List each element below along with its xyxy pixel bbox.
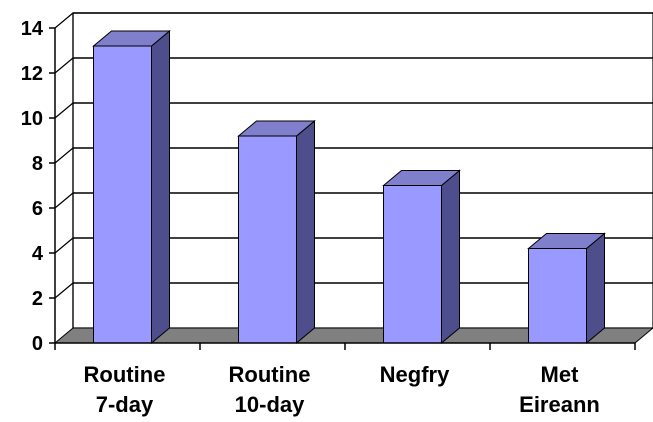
gridline-side: [54, 192, 74, 209]
x-category-label-line: Routine: [84, 362, 166, 387]
bar-side-face: [296, 119, 315, 345]
bar-side-face: [441, 169, 460, 345]
bar-side-face: [151, 29, 170, 345]
x-category-label: Negfry: [380, 362, 450, 387]
chart-bars: [92, 29, 606, 345]
gridline-side: [54, 12, 74, 29]
y-tick-label: 0: [32, 333, 43, 355]
x-category-label-line: Routine: [229, 362, 311, 387]
y-axis-tick-labels: 0 2 4 6 8 10 12 14: [21, 18, 44, 355]
y-tick-label: 2: [32, 288, 43, 310]
y-tick-label: 12: [21, 63, 43, 85]
x-axis-category-labels: Routine 7-day Routine 10-day Negfry Met Eirean…: [84, 362, 600, 417]
gridline-side: [54, 237, 74, 254]
gridline-side: [54, 282, 74, 299]
bar-1: [92, 29, 171, 345]
y-tick-label: 14: [21, 18, 44, 40]
x-category-label: Routine 7-day: [84, 362, 166, 417]
bar-side-face: [586, 232, 605, 345]
gridline-side: [54, 102, 74, 119]
bar-front-face: [238, 135, 297, 344]
bar-4: [527, 232, 606, 345]
bar-front-face: [383, 185, 442, 344]
x-category-label-line: 10-day: [235, 392, 305, 417]
x-category-label: Routine 10-day: [229, 362, 311, 417]
chart-axes: [49, 27, 636, 350]
y-tick-label: 4: [32, 243, 44, 265]
bar-front-face: [93, 45, 152, 344]
x-category-label-line: Negfry: [380, 362, 450, 387]
y-tick-label: 6: [32, 198, 43, 220]
y-tick-label: 8: [32, 153, 43, 175]
gridline-side: [54, 57, 74, 74]
bar-front-face: [528, 248, 587, 344]
gridline-side: [54, 147, 74, 164]
bar-3: [382, 169, 461, 345]
x-category-label-line: Eireann: [519, 392, 600, 417]
bar-2: [237, 119, 316, 345]
x-category-label-line: 7-day: [96, 392, 154, 417]
x-category-label-line: Met: [541, 362, 580, 387]
x-category-label: Met Eireann: [519, 362, 600, 417]
y-tick-label: 10: [21, 108, 43, 130]
